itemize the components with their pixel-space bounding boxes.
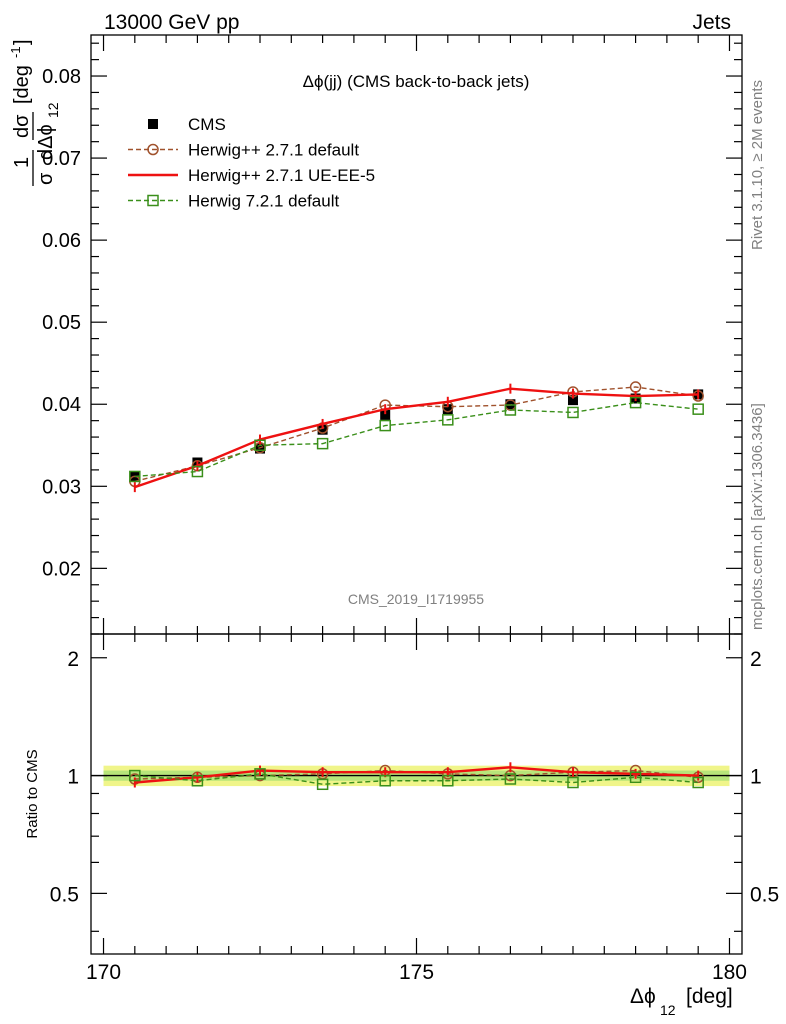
legend-herwig-7-2-1-default-label: Herwig 7.2.1 default <box>188 192 339 211</box>
ylabel-unit-close: ] <box>11 39 33 45</box>
main-y-tick-label: 0.06 <box>42 230 81 252</box>
ylabel-unit-exp: -1 <box>8 46 23 58</box>
legend: CMS Herwig++ 2.7.1 default Herwig++ 2.7.1 … <box>128 115 375 211</box>
ylabel-dsigma: dσ <box>11 114 33 138</box>
main-herwig-7-2-1-default-marker <box>504 404 517 416</box>
ratio-herwig-7-2-1-default-marker <box>191 774 204 787</box>
ylabel-unit: [deg <box>11 65 33 104</box>
ratio-y-tick-label-right: 0.5 <box>750 883 779 906</box>
legend-herwig-2-7-1-default-marker <box>147 143 159 156</box>
ratio-herwig-7-2-1-default-marker <box>629 771 642 784</box>
ratio-herwig-7-2-1-default-marker <box>692 776 704 789</box>
header-right: Jets <box>692 11 731 34</box>
main-y-tick-label: 0.07 <box>42 148 81 170</box>
ratio-y-tick-label-right: 2 <box>750 648 762 671</box>
ratio-herwig-7-2-1-default-marker <box>379 774 391 787</box>
legend-herwig-2-7-1-ue-ee-5-label: Herwig++ 2.7.1 UE-EE-5 <box>188 166 375 185</box>
main-y-tick-label: 0.08 <box>42 66 81 88</box>
main-herwig-2-7-1-ue-ee-5-line <box>134 387 699 489</box>
legend-herwig-2-7-1-default-label: Herwig++ 2.7.1 default <box>188 141 359 160</box>
ratio-y-tick-label-right: 1 <box>750 766 762 789</box>
ratio-series-layer <box>129 762 704 791</box>
ratio-herwig-7-2-1-default-marker <box>129 769 141 782</box>
x-tick-label: 170 <box>86 961 121 984</box>
ratio-herwig-7-2-1-default-marker <box>254 768 266 780</box>
main-series-layer <box>129 381 704 493</box>
ratio-y-tick-label-left: 2 <box>67 648 79 671</box>
header-left: 13000 GeV pp <box>104 11 239 34</box>
main-cms-marker <box>255 443 266 454</box>
mcplots-label: mcplots.cern.ch [arXiv:1306.3436] <box>749 403 766 630</box>
ratio-herwig-7-2-1-default-marker <box>442 774 454 787</box>
xlabel-unit: [deg] <box>686 985 733 1008</box>
x-ticks: 170 175 180 <box>86 35 747 984</box>
ratio-plot-frame <box>90 633 743 955</box>
chart-title: Δϕ(jj) (CMS back-to-back jets) <box>303 72 530 91</box>
ratio-herwig-2-7-1-ue-ee-5-line <box>134 766 699 784</box>
ratio-herwig-7-2-1-default-line <box>134 773 699 785</box>
legend-cms-label: CMS <box>188 115 226 134</box>
ratio-herwig-7-2-1-default-marker <box>567 776 579 789</box>
main-herwig-7-2-1-default-marker <box>692 403 704 415</box>
main-herwig-7-2-1-default-marker <box>442 414 454 426</box>
ylabel-subscript: 12 <box>45 102 61 118</box>
main-y-tick-label: 0.02 <box>42 558 81 580</box>
main-y-tick-label: 0.04 <box>42 394 81 416</box>
main-herwig-7-2-1-default-marker <box>316 437 329 450</box>
main-herwig-7-2-1-default-marker <box>254 439 266 452</box>
ratio-y-tick-label-left: 0.5 <box>50 883 79 906</box>
ylabel-ddphi: dΔϕ <box>35 124 57 160</box>
ratio-y-tick-label-left: 1 <box>67 766 79 789</box>
main-cms-marker <box>380 409 391 420</box>
ratio-y-ticks: 0.5 0.5 1 1 2 2 <box>50 648 779 932</box>
main-herwig-7-2-1-default-marker <box>191 465 204 478</box>
main-cms-marker <box>317 424 328 435</box>
main-cms-marker <box>442 404 453 415</box>
main-y-tick-label: 0.05 <box>42 312 81 334</box>
main-herwig-7-2-1-default-marker <box>129 470 141 483</box>
main-herwig-7-2-1-default-line <box>134 401 699 478</box>
ratio-y-axis-label: Ratio to CMS <box>24 749 41 838</box>
legend-cms-marker <box>148 119 158 129</box>
main-herwig-2-7-1-default-line <box>134 386 699 483</box>
x-tick-label: 180 <box>712 961 747 984</box>
main-y-tick-label: 0.03 <box>42 476 81 498</box>
main-herwig-7-2-1-default-marker <box>629 396 642 409</box>
main-y-ticks: 0.02 0.03 0.04 0.05 0.06 0.07 0.08 <box>42 42 742 635</box>
rivet-version-label: Rivet 3.1.10, ≥ 2M events <box>749 80 766 250</box>
main-cms-marker <box>567 395 578 406</box>
legend-herwig-7-2-1-default-marker <box>147 194 159 207</box>
x-tick-label: 175 <box>399 961 434 984</box>
ylabel-sigma: σ <box>35 172 57 185</box>
main-y-axis-label: 1 σ dσ dΔϕ 12 [deg -1 ] <box>8 39 61 186</box>
analysis-watermark: CMS_2019_I1719955 <box>348 591 484 607</box>
xlabel-dphi: Δϕ <box>630 985 656 1008</box>
xlabel-subscript: 12 <box>660 1002 676 1018</box>
main-herwig-7-2-1-default-marker <box>567 406 579 419</box>
main-herwig-7-2-1-default-marker <box>379 419 391 432</box>
x-axis-label: Δϕ 12 [deg] <box>630 985 733 1018</box>
ylabel-one: 1 <box>11 157 33 168</box>
ratio-herwig-7-2-1-default-marker <box>316 778 329 791</box>
ratio-herwig-7-2-1-default-marker <box>504 773 517 785</box>
